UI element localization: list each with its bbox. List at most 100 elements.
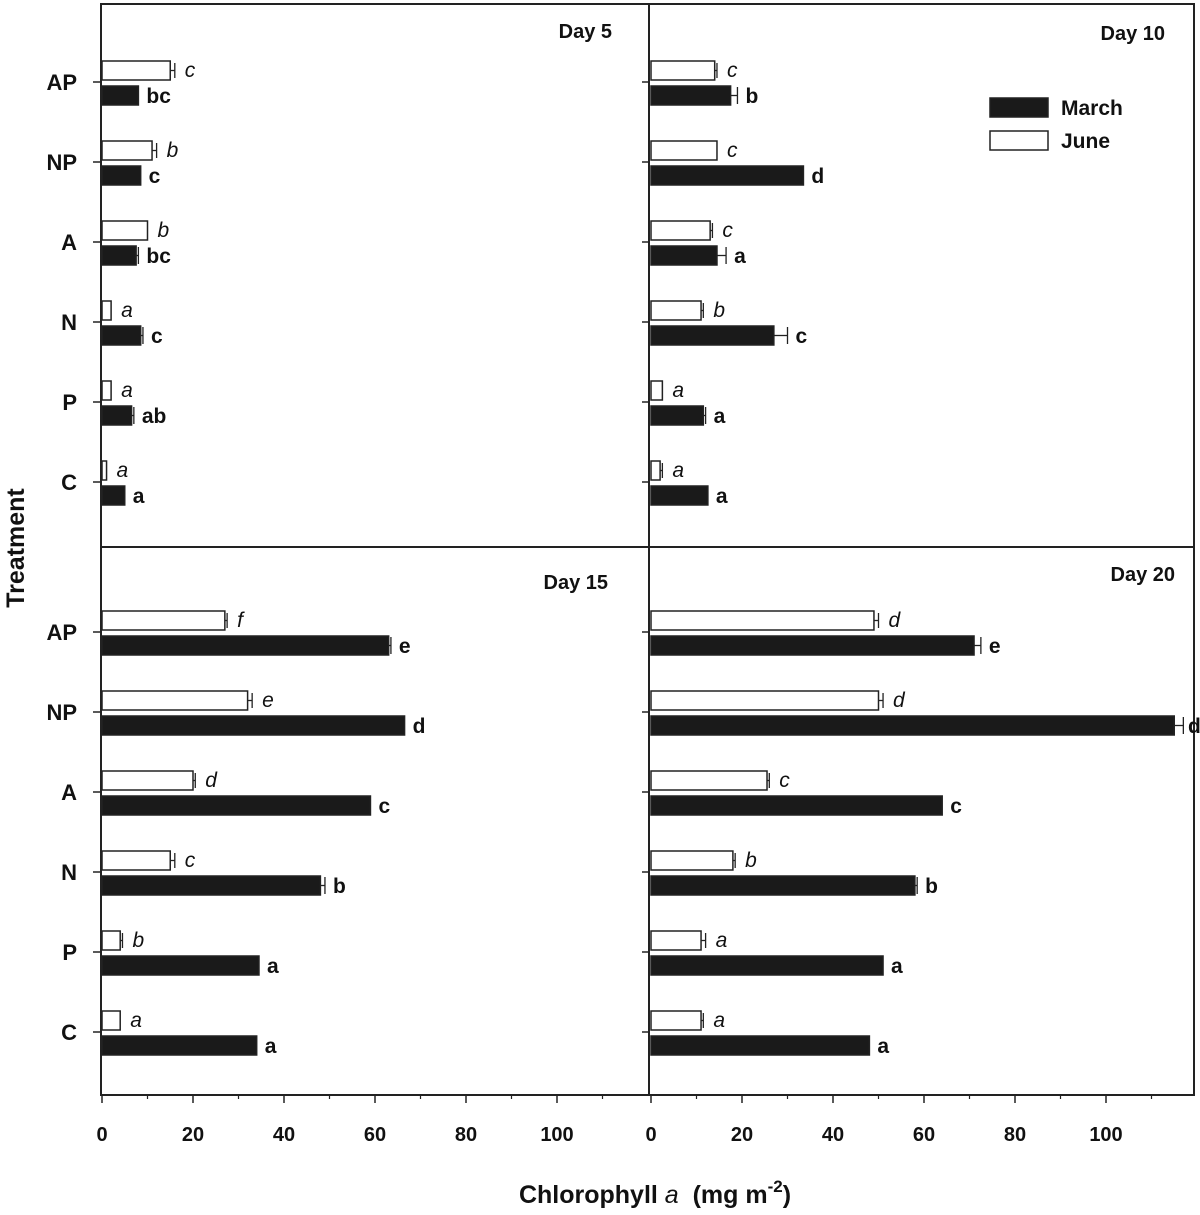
category-label-day-5-np: NP (46, 150, 77, 175)
bar-march-day-20-a (650, 795, 943, 816)
x-tick-label-day-15-60: 60 (364, 1124, 386, 1146)
label-june-day-20-np: d (893, 689, 906, 712)
label-june-day-20-c: a (713, 1009, 725, 1032)
label-june-day-20-p: a (716, 929, 728, 952)
bar-march-day-20-c (650, 1035, 871, 1056)
label-june-day-20-a: c (779, 769, 790, 792)
legend: March June (989, 97, 1123, 153)
x-tick-label-day-20-0: 0 (645, 1124, 656, 1146)
bar-march-day-10-np (650, 165, 805, 186)
bar-march-day-10-p (650, 405, 705, 426)
bar-june-day-15-ap (101, 610, 226, 631)
label-march-day-5-ap: bc (146, 85, 171, 108)
bar-june-day-15-p (101, 930, 121, 951)
label-march-day-20-a: c (950, 795, 962, 818)
bar-june-day-15-n (101, 850, 171, 871)
bar-march-day-15-np (101, 715, 406, 736)
label-june-day-5-np: b (167, 139, 179, 162)
label-june-day-15-n: c (185, 849, 196, 872)
bar-march-day-15-p (101, 955, 260, 976)
category-label-day-15-n: N (61, 860, 77, 885)
label-june-day-10-np: c (727, 139, 738, 162)
label-march-day-20-c: a (877, 1035, 889, 1058)
label-march-day-20-n: b (925, 875, 938, 898)
x-tick-label-day-20-60: 60 (913, 1124, 935, 1146)
label-june-day-10-a: c (722, 219, 733, 242)
category-label-day-15-c: C (61, 1020, 77, 1045)
bar-march-day-15-ap (101, 635, 390, 656)
bar-march-day-10-a (650, 245, 718, 266)
label-march-day-15-ap: e (399, 635, 411, 658)
bar-june-day-20-ap (650, 610, 875, 631)
bar-march-day-20-p (650, 955, 884, 976)
bar-march-day-10-c (650, 485, 709, 506)
label-june-day-15-a: d (205, 769, 218, 792)
legend-swatch-june (989, 130, 1049, 151)
bar-june-day-5-n (101, 300, 112, 321)
x-tick-label-day-15-80: 80 (455, 1124, 477, 1146)
bar-march-day-5-ap (101, 85, 140, 106)
bar-june-day-10-np (650, 140, 718, 161)
label-june-day-20-n: b (745, 849, 757, 872)
label-march-day-5-a: bc (146, 245, 171, 268)
bar-june-day-15-c (101, 1010, 121, 1031)
label-march-day-20-np: d (1188, 715, 1200, 738)
bar-march-day-10-ap (650, 85, 732, 106)
label-march-day-10-p: a (714, 405, 726, 428)
bar-june-day-20-p (650, 930, 702, 951)
category-label-day-15-np: NP (46, 700, 77, 725)
label-june-day-15-np: e (262, 689, 274, 712)
x-tick-label-day-20-100: 100 (1089, 1124, 1122, 1146)
bar-march-day-5-n (101, 325, 142, 346)
x-tick-label-day-15-40: 40 (273, 1124, 295, 1146)
x-axis-title-unit: (mg m (679, 1181, 768, 1209)
label-march-day-10-ap: b (745, 85, 758, 108)
label-march-day-5-np: c (149, 165, 161, 188)
bar-june-day-20-c (650, 1010, 702, 1031)
category-label-day-5-a: A (61, 230, 77, 255)
bar-june-day-5-c (101, 460, 108, 481)
label-june-day-10-n: b (713, 299, 725, 322)
x-tick-label-day-15-20: 20 (182, 1124, 204, 1146)
label-june-day-5-n: a (121, 299, 133, 322)
label-march-day-20-ap: e (989, 635, 1001, 658)
bar-june-day-5-a (101, 220, 149, 241)
x-axis-title: Chlorophyll a (mg m-2) (519, 1177, 791, 1209)
label-june-day-15-p: b (132, 929, 144, 952)
label-march-day-5-p: ab (142, 405, 167, 428)
x-axis-title-close: ) (783, 1181, 791, 1209)
bar-june-day-20-n (650, 850, 734, 871)
x-tick-label-day-20-20: 20 (731, 1124, 753, 1146)
label-march-day-15-c: a (265, 1035, 277, 1058)
x-axis-title-superscript: -2 (768, 1177, 783, 1196)
category-label-day-15-ap: AP (46, 620, 77, 645)
bar-june-day-5-np (101, 140, 153, 161)
bar-june-day-10-n (650, 300, 702, 321)
legend-label-march: March (1061, 97, 1123, 120)
x-tick-label-day-15-100: 100 (540, 1124, 573, 1146)
bar-march-day-20-np (650, 715, 1175, 736)
bar-march-day-15-a (101, 795, 372, 816)
bar-march-day-20-n (650, 875, 916, 896)
label-march-day-15-a: c (378, 795, 390, 818)
bar-june-day-10-c (650, 460, 661, 481)
category-label-day-5-ap: AP (46, 70, 77, 95)
label-march-day-15-np: d (413, 715, 426, 738)
label-march-day-5-c: a (133, 485, 145, 508)
bar-march-day-10-n (650, 325, 775, 346)
label-june-day-10-c: a (672, 459, 684, 482)
category-label-day-5-p: P (62, 390, 77, 415)
panel-frame-day-5 (100, 3, 650, 548)
x-tick-label-day-15-0: 0 (96, 1124, 107, 1146)
label-june-day-5-c: a (117, 459, 129, 482)
category-label-day-5-n: N (61, 310, 77, 335)
legend-swatch-march (989, 97, 1049, 118)
bar-june-day-20-np (650, 690, 880, 711)
bar-march-day-5-a (101, 245, 137, 266)
bar-june-day-10-a (650, 220, 711, 241)
label-june-day-20-ap: d (889, 609, 902, 632)
bar-june-day-15-np (101, 690, 249, 711)
bar-march-day-5-np (101, 165, 142, 186)
